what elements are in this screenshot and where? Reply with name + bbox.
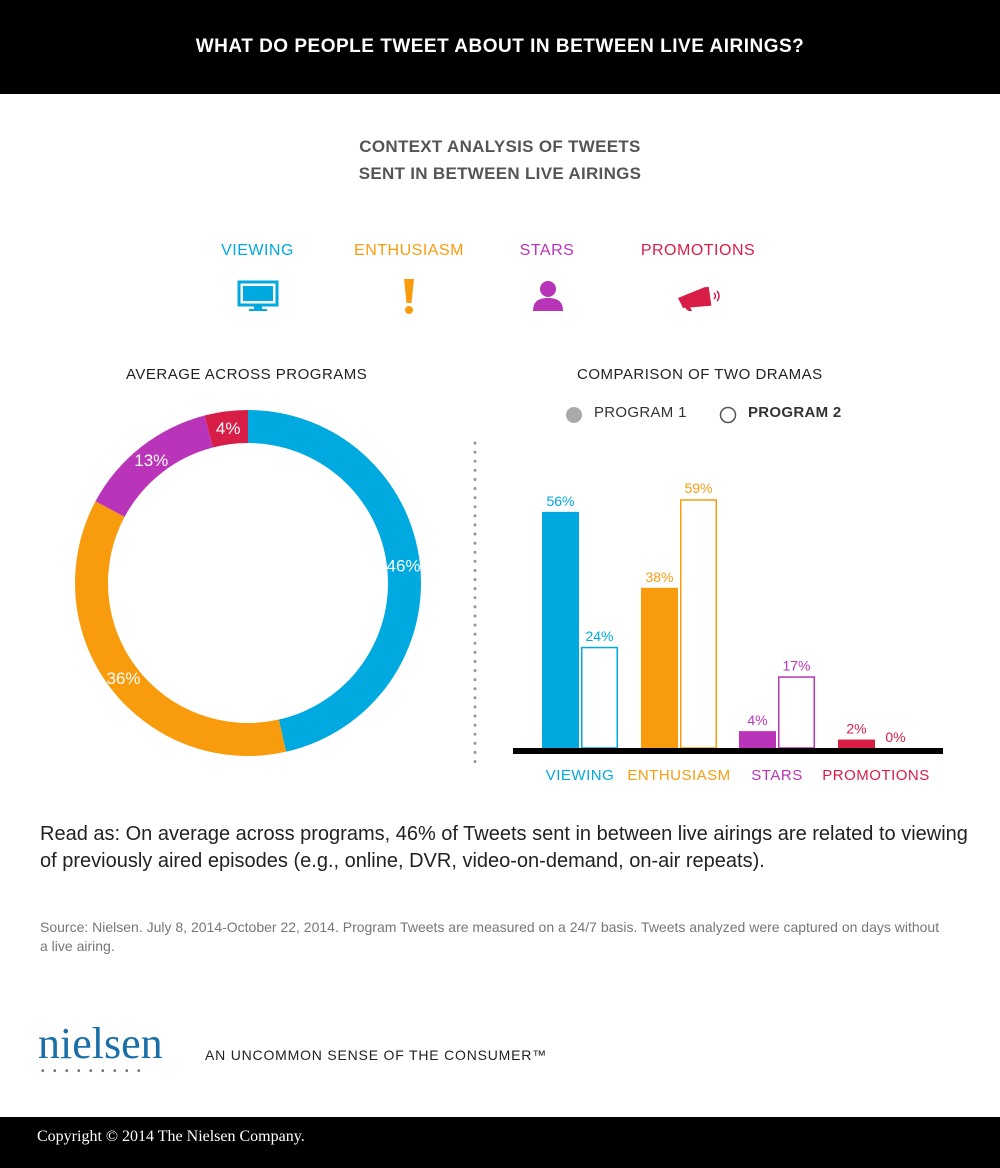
logo-dots: ••••••••• — [41, 1066, 150, 1077]
bar-program-2-stars — [778, 676, 815, 749]
category-label-promotions: PROMOTIONS — [822, 767, 930, 784]
exclamation-icon — [404, 279, 414, 314]
donut-label-stars: 13% — [134, 451, 168, 470]
legend-enthusiasm: ENTHUSIASM — [354, 242, 464, 259]
bar-label-program-2-enthusiasm: 59% — [684, 480, 712, 496]
program-1-swatch — [566, 407, 582, 423]
bar-program-2-viewing — [581, 646, 618, 749]
bar-label-program-2-viewing: 24% — [585, 628, 613, 644]
x-axis-baseline — [513, 748, 943, 754]
donut-label-enthusiasm: 36% — [106, 669, 140, 688]
donut-slice-stars — [95, 415, 213, 517]
program-2-label: PROGRAM 2 — [748, 404, 842, 421]
subtitle-line-2: SENT IN BETWEEN LIVE AIRINGS — [358, 164, 642, 183]
bar-chart-title: COMPARISON OF TWO DRAMAS — [577, 366, 823, 383]
bar-chart: 56% 24% VIEWING 38% 59% ENTHUSIASM 4% 17% STARS 2… — [513, 480, 943, 784]
donut-chart: 46% 36% 13% 4% — [75, 410, 421, 756]
page-header: WHAT DO PEOPLE TWEET ABOUT IN BETWEEN LI… — [0, 0, 1000, 94]
legend-promotions: PROMOTIONS — [640, 242, 756, 259]
donut-title: AVERAGE ACROSS PROGRAMS — [126, 366, 368, 383]
page-title: WHAT DO PEOPLE TWEET ABOUT IN BETWEEN LI… — [195, 36, 805, 57]
nielsen-logo: nielsen — [38, 1019, 163, 1068]
category-label-enthusiasm: ENTHUSIASM — [627, 767, 730, 784]
bar-label-program-1-stars: 4% — [747, 712, 767, 728]
tv-icon — [237, 280, 279, 311]
read-as-note: Read as: On average across programs, 46%… — [40, 823, 968, 872]
legend-stars: STARS — [519, 242, 575, 259]
chart-subtitle: CONTEXT ANALYSIS OF TWEETS SENT IN BETWE… — [0, 133, 1000, 187]
program-2-swatch — [719, 406, 737, 424]
category-label-stars: STARS — [751, 767, 802, 784]
bar-program-2-enthusiasm — [680, 499, 717, 749]
bar-program-1-promotions — [838, 739, 875, 748]
person-icon — [533, 281, 563, 311]
program-1-label: PROGRAM 1 — [594, 404, 687, 421]
donut-slice-enthusiasm — [75, 501, 287, 756]
footer-bar — [0, 1117, 1000, 1168]
category-label-viewing: VIEWING — [546, 767, 615, 784]
tagline: AN UNCOMMON SENSE OF THE CONSUMER™ — [205, 1047, 547, 1063]
divider-line — [473, 441, 477, 764]
bar-program-1-stars — [739, 731, 776, 748]
subtitle-line-1: CONTEXT ANALYSIS OF TWEETS — [359, 137, 641, 156]
bar-label-program-1-viewing: 56% — [546, 493, 574, 509]
legend-viewing: VIEWING — [221, 242, 294, 259]
bar-label-program-2-stars: 17% — [782, 657, 810, 673]
bar-label-program-2-promotions: 0% — [885, 729, 905, 745]
bar-program-1-enthusiasm — [641, 587, 678, 748]
donut-slice-promotions — [204, 410, 248, 448]
bar-program-1-viewing — [542, 511, 579, 748]
copyright: Copyright © 2014 The Nielsen Company. — [37, 1128, 305, 1145]
donut-label-promotions: 4% — [216, 419, 241, 438]
bar-label-program-1-enthusiasm: 38% — [645, 569, 673, 585]
donut-label-viewing: 46% — [387, 557, 421, 576]
megaphone-icon — [678, 286, 720, 312]
source-note: Source: Nielsen. July 8, 2014-October 22… — [40, 919, 940, 954]
bar-label-program-1-promotions: 2% — [846, 721, 866, 737]
donut-slice-viewing — [248, 410, 421, 752]
